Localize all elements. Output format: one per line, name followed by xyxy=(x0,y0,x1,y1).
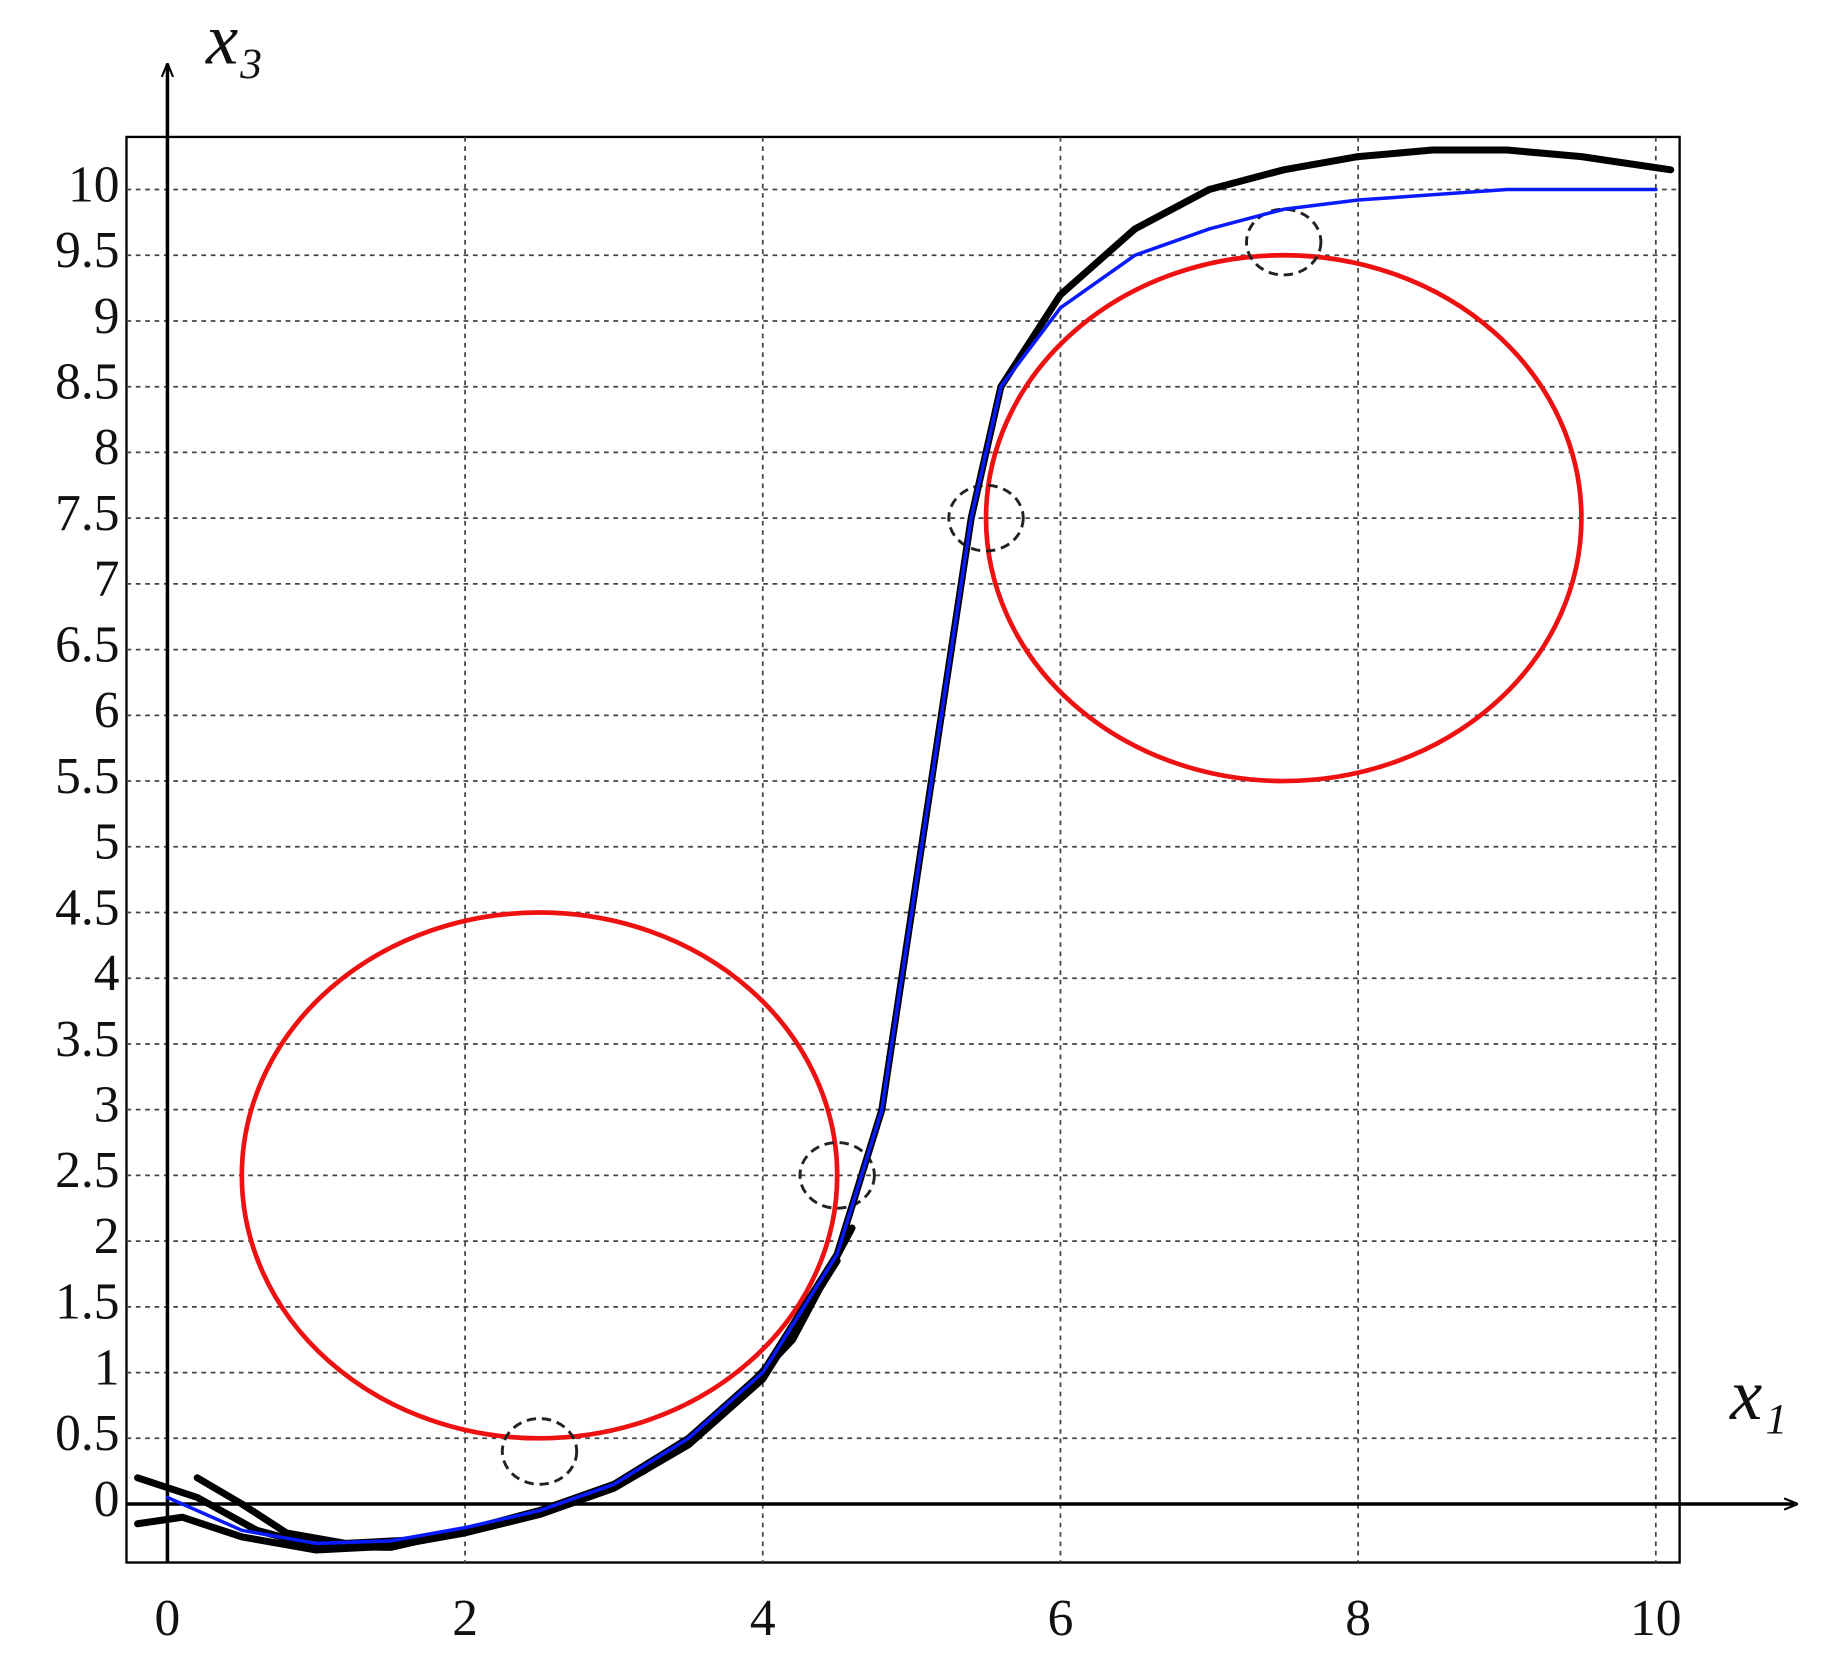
safety-circle xyxy=(947,483,1025,553)
grid xyxy=(126,136,1680,1563)
y-tick-label: 9 xyxy=(94,288,120,345)
x-axis-label: x₁ xyxy=(1729,1354,1787,1435)
y-tick-label: 0 xyxy=(94,1471,120,1528)
y-tick-label: 5.5 xyxy=(55,748,119,805)
x-tick-label: 6 xyxy=(1048,1590,1074,1647)
y-tick-label: 1 xyxy=(94,1339,120,1396)
y-tick-label: 8.5 xyxy=(55,354,119,411)
x-tick-label: 2 xyxy=(452,1590,478,1647)
x-tick-label: 4 xyxy=(750,1590,776,1647)
y-tick-label: 5 xyxy=(94,814,120,871)
y-tick-label: 2.5 xyxy=(55,1142,119,1199)
labels: 0 2 4 6 8 10 0 0.5 1 1.5 2 2.5 3 3.5 4 4.5 5 5.5 6 6.5 7 7.5 8… xyxy=(55,156,1681,1647)
y-tick-label: 6.5 xyxy=(55,616,119,673)
y-tick-label: 6 xyxy=(94,682,120,739)
y-tick-label: 0.5 xyxy=(55,1405,119,1462)
y-tick-label: 3.5 xyxy=(55,1011,119,1068)
x-tick-label: 8 xyxy=(1345,1590,1371,1647)
y-axis-label: x₃ xyxy=(205,0,263,79)
y-tick-label: 8 xyxy=(94,419,120,476)
trajectory xyxy=(134,146,1675,1551)
y-tick-label: 1.5 xyxy=(55,1274,119,1331)
trajectory xyxy=(193,1224,856,1547)
y-tick-label: 4.5 xyxy=(55,879,119,936)
x-tick-label: 0 xyxy=(155,1590,181,1647)
trajectory xyxy=(165,187,1658,1546)
y-tick-label: 10 xyxy=(68,156,119,213)
y-tick-label: 9.5 xyxy=(55,222,119,279)
obstacle xyxy=(983,252,1584,784)
obstacle xyxy=(239,910,840,1441)
y-tick-label: 3 xyxy=(94,1076,120,1133)
safety-circle xyxy=(500,1417,579,1486)
safety-circle xyxy=(798,1141,876,1210)
y-tick-label: 7 xyxy=(94,551,120,608)
marks xyxy=(134,146,1675,1554)
x-tick-label: 10 xyxy=(1630,1590,1681,1647)
y-tick-label: 7.5 xyxy=(55,485,119,542)
safety-circle xyxy=(1245,207,1323,277)
y-tick-label: 4 xyxy=(94,945,120,1002)
plot-frame xyxy=(125,135,1681,1564)
y-tick-label: 2 xyxy=(94,1208,120,1265)
